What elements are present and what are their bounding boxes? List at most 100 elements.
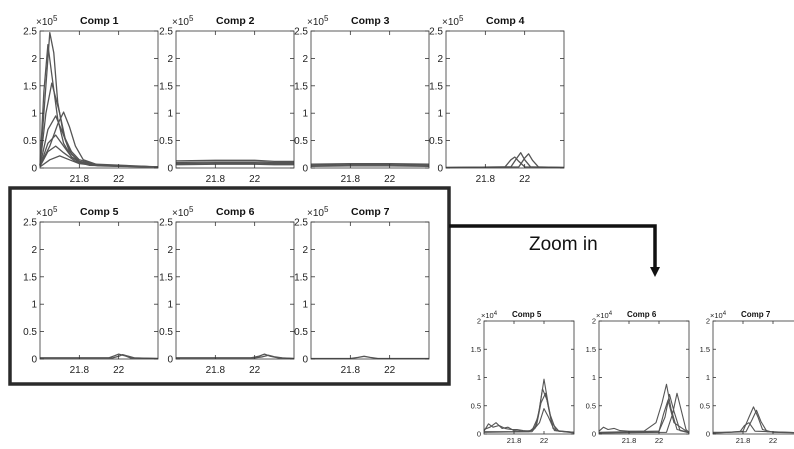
axis-multiplier-label: ×105 bbox=[442, 14, 464, 28]
axis-multiplier-label: ×105 bbox=[172, 205, 194, 219]
y-tick-label: 1.5 bbox=[159, 272, 173, 283]
y-tick-label: 2.5 bbox=[23, 218, 37, 229]
axes-box bbox=[310, 221, 430, 360]
y-tick-label: 1 bbox=[302, 300, 308, 311]
y-tick-label: 2 bbox=[167, 54, 173, 65]
chart-panel: 0 0.5 1 1.5 2 2.5 21.8 22 ×105 Comp 2 bbox=[159, 14, 295, 185]
chart-panel: 0 0.5 1 1.5 2 2.5 21.8 22 ×105 Comp 1 bbox=[23, 14, 159, 185]
x-tick-label: 22 bbox=[519, 174, 531, 185]
y-tick-label: 2.5 bbox=[294, 218, 308, 229]
chart-title: Comp 3 bbox=[351, 15, 390, 27]
series-line bbox=[483, 388, 575, 433]
x-tick-label: 21.8 bbox=[70, 174, 90, 185]
chart-title: Comp 7 bbox=[741, 310, 771, 319]
x-tick-label: 21.8 bbox=[507, 436, 522, 444]
series-line bbox=[175, 159, 294, 163]
series-line bbox=[598, 399, 690, 434]
series-line bbox=[175, 161, 294, 164]
series-line bbox=[598, 383, 690, 433]
y-tick-label: 1.5 bbox=[429, 81, 443, 92]
y-tick-label: 1 bbox=[167, 109, 173, 120]
y-tick-label: 1.5 bbox=[294, 81, 308, 92]
y-tick-label: 0 bbox=[706, 430, 710, 439]
y-tick-label: 0.5 bbox=[294, 327, 308, 338]
y-tick-label: 2 bbox=[302, 54, 308, 65]
axes-box bbox=[175, 221, 295, 360]
y-tick-label: 0.5 bbox=[159, 136, 173, 147]
y-tick-label: 1.5 bbox=[23, 272, 37, 283]
x-tick-label: 22 bbox=[113, 365, 125, 376]
y-tick-label: 2.5 bbox=[23, 27, 37, 38]
y-tick-label: 1.5 bbox=[159, 81, 173, 92]
y-tick-label: 0.5 bbox=[471, 401, 481, 410]
y-tick-label: 1 bbox=[592, 373, 596, 382]
x-tick-label: 21.8 bbox=[206, 174, 226, 185]
y-tick-label: 0.5 bbox=[23, 136, 37, 147]
axes-box bbox=[483, 320, 575, 435]
y-tick-label: 0.5 bbox=[23, 327, 37, 338]
series-line bbox=[311, 355, 429, 360]
y-tick-label: 1 bbox=[706, 373, 710, 382]
y-tick-label: 1 bbox=[31, 109, 37, 120]
y-tick-label: 0 bbox=[167, 355, 173, 366]
y-tick-label: 0.5 bbox=[586, 401, 596, 410]
series-line bbox=[712, 422, 794, 434]
y-tick-label: 2.5 bbox=[294, 27, 308, 38]
x-tick-label: 22 bbox=[655, 436, 663, 444]
y-tick-label: 1.5 bbox=[294, 272, 308, 283]
zoom-arrow bbox=[449, 224, 660, 277]
axis-multiplier-label: ×104 bbox=[481, 311, 498, 320]
x-tick-label: 21.8 bbox=[341, 365, 361, 376]
axes-box bbox=[445, 30, 565, 169]
y-tick-label: 1 bbox=[31, 300, 37, 311]
chart-title: Comp 6 bbox=[216, 206, 255, 218]
series-line bbox=[175, 163, 294, 166]
y-tick-label: 2 bbox=[477, 317, 481, 326]
chart-title: Comp 5 bbox=[512, 310, 542, 319]
x-tick-label: 22 bbox=[113, 174, 125, 185]
x-tick-label: 21.8 bbox=[476, 174, 496, 185]
y-tick-label: 2 bbox=[706, 317, 710, 326]
axis-multiplier-label: ×105 bbox=[307, 14, 329, 28]
series-line bbox=[310, 162, 430, 165]
series-line bbox=[39, 134, 159, 168]
x-tick-label: 21.8 bbox=[206, 365, 226, 376]
x-tick-label: 21.8 bbox=[70, 365, 90, 376]
series-line bbox=[445, 156, 565, 169]
series-line bbox=[598, 392, 690, 434]
chart-title: Comp 7 bbox=[351, 206, 390, 218]
axis-multiplier-label: ×104 bbox=[710, 311, 727, 320]
series-line bbox=[175, 162, 294, 165]
y-tick-label: 0.5 bbox=[294, 136, 308, 147]
axis-multiplier-label: ×105 bbox=[307, 205, 329, 219]
x-tick-label: 22 bbox=[249, 365, 261, 376]
x-tick-label: 21.8 bbox=[341, 174, 361, 185]
chart-title: Comp 4 bbox=[486, 15, 525, 27]
y-tick-label: 1 bbox=[477, 373, 481, 382]
y-tick-label: 1 bbox=[302, 109, 308, 120]
axes-box bbox=[39, 30, 159, 169]
y-tick-label: 2.5 bbox=[429, 27, 443, 38]
x-tick-label: 22 bbox=[769, 436, 777, 444]
y-tick-label: 2 bbox=[167, 245, 173, 256]
axis-multiplier-label: ×105 bbox=[172, 14, 194, 28]
y-tick-label: 0 bbox=[31, 164, 37, 175]
series-line bbox=[39, 155, 159, 168]
y-tick-label: 1.5 bbox=[471, 345, 481, 354]
y-tick-label: 0 bbox=[437, 164, 443, 175]
y-tick-label: 1 bbox=[167, 300, 173, 311]
axes-box bbox=[310, 30, 430, 169]
chart-panel: 0 0.5 1 1.5 2 2.5 21.8 22 ×105 Comp 6 bbox=[159, 205, 295, 376]
x-tick-label: 21.8 bbox=[622, 436, 637, 444]
series-line bbox=[445, 153, 565, 169]
x-tick-label: 22 bbox=[540, 436, 548, 444]
y-tick-label: 1.5 bbox=[586, 345, 596, 354]
axes-box bbox=[175, 30, 295, 169]
chart-panel: 0 0.5 1 1.5 2 2.5 21.8 22 ×105 Comp 7 bbox=[294, 205, 430, 376]
y-tick-label: 0 bbox=[167, 164, 173, 175]
x-tick-label: 22 bbox=[384, 365, 396, 376]
highlight-box bbox=[8, 186, 451, 386]
chart-panel: 0 0.5 1 1.5 2 2.5 21.8 22 ×105 Comp 4 bbox=[429, 14, 565, 185]
y-tick-label: 2 bbox=[31, 245, 37, 256]
y-tick-label: 2.5 bbox=[159, 218, 173, 229]
